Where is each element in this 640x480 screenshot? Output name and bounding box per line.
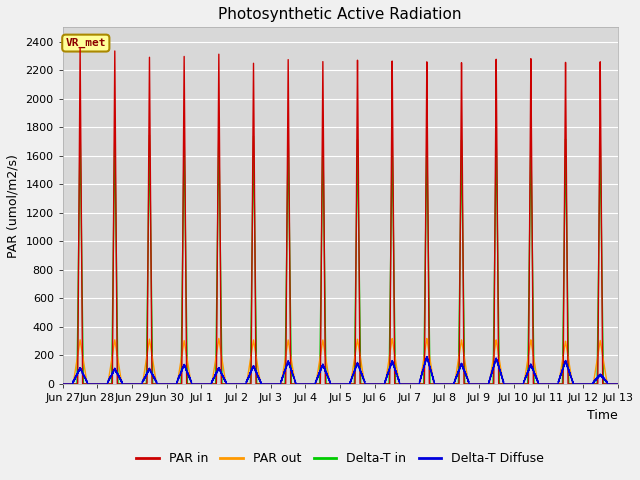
Text: VR_met: VR_met (65, 38, 106, 48)
X-axis label: Time: Time (587, 408, 618, 421)
Title: Photosynthetic Active Radiation: Photosynthetic Active Radiation (218, 7, 462, 22)
Legend: PAR in, PAR out, Delta-T in, Delta-T Diffuse: PAR in, PAR out, Delta-T in, Delta-T Dif… (131, 447, 549, 470)
Y-axis label: PAR (umol/m2/s): PAR (umol/m2/s) (7, 154, 20, 258)
